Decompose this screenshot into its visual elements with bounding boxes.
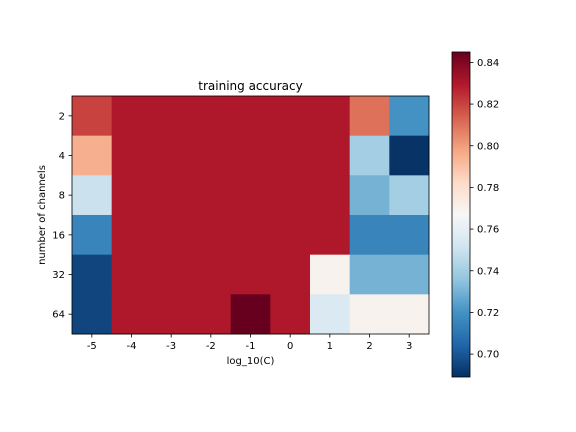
- heatmap-cell: [230, 254, 271, 295]
- x-tick-label: -4: [127, 341, 137, 352]
- heatmap-cell: [191, 294, 232, 335]
- colorbar-tick-label: 0.70: [477, 350, 499, 361]
- heatmap-cell: [111, 96, 152, 137]
- heatmap-cell: [270, 175, 311, 216]
- colorbar-tick-label: 0.84: [477, 58, 499, 69]
- x-tick-label: -3: [166, 341, 176, 352]
- heatmap-cell: [389, 175, 430, 216]
- y-tick-label: 8: [59, 191, 65, 202]
- colorbar-tick-label: 0.76: [477, 225, 499, 236]
- y-axis: 2 4 8 16 32 64: [52, 111, 72, 321]
- heatmap-cell: [191, 96, 232, 137]
- heatmap-cell: [72, 96, 113, 137]
- y-tick-label: 64: [52, 310, 65, 321]
- heatmap-cell: [111, 175, 152, 216]
- heatmap-cell: [389, 135, 430, 176]
- heatmap-cell: [310, 294, 351, 335]
- heatmap-cell: [151, 215, 192, 256]
- colorbar-tick-label: 0.80: [477, 141, 499, 152]
- y-tick-label: 4: [59, 151, 65, 162]
- heatmap-cell: [230, 215, 271, 256]
- heatmap-cell: [72, 215, 113, 256]
- heatmap-cell: [349, 135, 390, 176]
- heatmap-cell: [349, 175, 390, 216]
- heatmap-cell: [270, 135, 311, 176]
- heatmap-cell: [230, 96, 271, 137]
- heatmap-cell: [389, 294, 430, 335]
- heatmap-cell: [349, 215, 390, 256]
- x-tick-label: -5: [87, 341, 97, 352]
- heatmap-cell: [310, 96, 351, 137]
- heatmap-cell: [151, 135, 192, 176]
- colorbar-tick-label: 0.82: [477, 100, 499, 111]
- y-tick-label: 16: [52, 230, 65, 241]
- x-tick-label: -1: [246, 341, 256, 352]
- x-tick-label: 2: [366, 341, 372, 352]
- heatmap-cell: [389, 215, 430, 256]
- heatmap-cell: [72, 135, 113, 176]
- y-tick-label: 2: [59, 111, 65, 122]
- colorbar-ticks: 0.70 0.72 0.74 0.76 0.78 0.80 0.82 0.84: [470, 58, 499, 361]
- heatmap-cell: [230, 135, 271, 176]
- heatmap-cell: [349, 96, 390, 137]
- heatmap-cell: [151, 96, 192, 137]
- heatmap-cell: [270, 294, 311, 335]
- heatmap-cell: [72, 254, 113, 295]
- chart-title: training accuracy: [198, 79, 302, 93]
- heatmap-cell: [310, 175, 351, 216]
- heatmap-cell: [349, 294, 390, 335]
- colorbar: [451, 51, 471, 378]
- x-axis-label: log_10(C): [227, 356, 275, 367]
- colorbar-tick-label: 0.72: [477, 308, 499, 319]
- heatmap-cell: [230, 294, 271, 335]
- heatmap-cell: [310, 135, 351, 176]
- x-tick-label: 3: [406, 341, 412, 352]
- heatmap-cell: [191, 175, 232, 216]
- heatmap-cell: [111, 215, 152, 256]
- heatmap-cell: [151, 175, 192, 216]
- heatmap-cell: [191, 254, 232, 295]
- heatmap-cell: [270, 254, 311, 295]
- heatmap-cell: [191, 135, 232, 176]
- heatmap-cell: [111, 135, 152, 176]
- heatmap-cell: [72, 175, 113, 216]
- y-tick-label: 32: [52, 270, 65, 281]
- heatmap-cell: [349, 254, 390, 295]
- heatmap-cell: [389, 254, 430, 295]
- x-tick-label: 1: [327, 341, 333, 352]
- heatmap-cell: [151, 254, 192, 295]
- heatmap-cell: [270, 96, 311, 137]
- heatmap-cell: [389, 96, 430, 137]
- heatmap-cell: [111, 254, 152, 295]
- x-axis: -5 -4 -3 -2 -1 0 1 2 3: [87, 334, 412, 352]
- y-axis-label: number of channels: [37, 165, 48, 265]
- x-tick-label: 0: [287, 341, 293, 352]
- heatmap-cell: [151, 294, 192, 335]
- heatmap-cell: [230, 175, 271, 216]
- heatmap-cell: [270, 215, 311, 256]
- colorbar-tick-label: 0.78: [477, 183, 499, 194]
- heatmap-cell: [72, 294, 113, 335]
- heatmap-cells: [72, 96, 430, 335]
- x-tick-label: -2: [206, 341, 216, 352]
- heatmap-cell: [310, 254, 351, 295]
- heatmap-cell: [310, 215, 351, 256]
- heatmap-cell: [191, 215, 232, 256]
- heatmap-cell: [111, 294, 152, 335]
- colorbar-tick-label: 0.74: [477, 266, 499, 277]
